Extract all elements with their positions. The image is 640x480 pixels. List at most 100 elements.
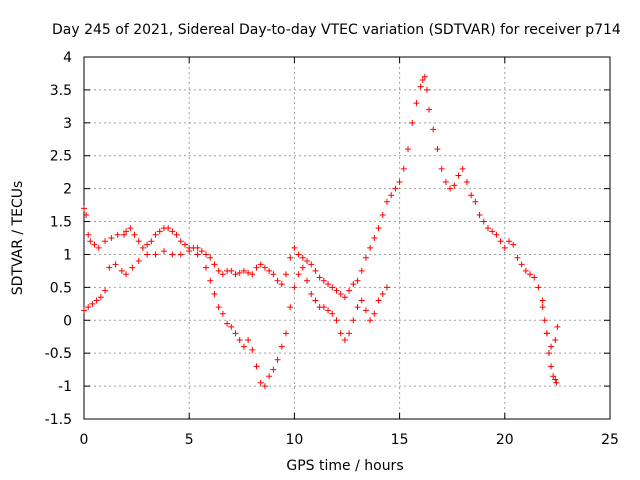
data-point-upper_trace	[236, 269, 243, 276]
data-point-upper_trace	[85, 231, 92, 238]
x-tick-label: 10	[285, 432, 303, 448]
data-point-end_drop	[543, 330, 550, 337]
data-point-lower_trace	[375, 297, 382, 304]
data-point-lower_trace	[232, 330, 239, 337]
data-point-upper_trace	[139, 244, 146, 251]
data-point-lower_trace	[219, 310, 226, 317]
data-point-upper_trace	[358, 267, 365, 274]
data-point-upper_trace	[383, 198, 390, 205]
data-point-upper_trace	[489, 228, 496, 235]
data-point-upper_trace	[400, 165, 407, 172]
data-point-upper_trace	[148, 238, 155, 245]
data-point-upper_trace	[379, 211, 386, 218]
data-point-upper_trace	[442, 179, 449, 186]
chart-title: Day 245 of 2021, Sidereal Day-to-day VTE…	[52, 22, 621, 38]
data-point-lower_trace	[97, 294, 104, 301]
data-point-upper_trace	[270, 271, 277, 278]
data-point-upper_trace	[308, 261, 315, 268]
x-tick-label: 20	[496, 432, 514, 448]
data-point-upper_trace	[198, 248, 205, 255]
data-point-lower_trace	[341, 337, 348, 344]
data-point-upper_trace	[299, 254, 306, 261]
data-point-lower_trace	[152, 251, 159, 258]
data-point-upper_trace	[497, 238, 504, 245]
data-point-end_drop	[553, 379, 560, 386]
data-point-upper_trace	[392, 185, 399, 192]
data-point-upper_trace	[396, 179, 403, 186]
y-tick-label: 1	[63, 247, 72, 263]
data-point-upper_trace	[215, 267, 222, 274]
data-point-upper_trace	[181, 241, 188, 248]
data-point-lower_trace	[383, 284, 390, 291]
data-point-upper_trace	[253, 264, 260, 271]
data-point-lower_trace	[211, 290, 218, 297]
data-point-upper_trace	[518, 261, 525, 268]
data-point-lower_trace	[224, 320, 231, 327]
x-tick-label: 0	[80, 432, 89, 448]
data-point-lower_trace	[371, 310, 378, 317]
data-point-lower_trace	[350, 317, 357, 324]
data-point-lower_trace	[266, 373, 273, 380]
data-point-upper_trace	[228, 267, 235, 274]
data-point-upper_trace	[510, 241, 517, 248]
data-point-lower_trace	[346, 330, 353, 337]
data-point-upper_trace	[468, 192, 475, 199]
data-point-upper_trace	[278, 281, 285, 288]
data-point-upper_trace	[375, 225, 382, 232]
data-point-upper_trace	[535, 284, 542, 291]
data-point-lower_trace	[295, 271, 302, 278]
data-point-lower_trace	[129, 264, 136, 271]
data-point-upper_trace	[123, 228, 130, 235]
data-point-upper_trace	[108, 235, 115, 241]
y-tick-label: -1.5	[45, 412, 72, 428]
data-point-upper_trace	[426, 106, 433, 113]
data-point-lower_trace	[81, 307, 87, 314]
data-point-upper_trace	[249, 271, 256, 278]
data-point-upper_trace	[240, 267, 247, 274]
data-point-lower_trace	[160, 248, 167, 255]
data-point-upper_trace	[114, 231, 121, 238]
y-tick-label: 1.5	[50, 215, 72, 231]
data-point-upper_trace	[295, 251, 302, 258]
data-point-upper_trace	[219, 271, 226, 278]
data-point-lower_trace	[362, 307, 369, 314]
data-point-lower_trace	[379, 290, 386, 297]
data-point-lower_trace	[186, 248, 193, 255]
data-point-upper_trace	[245, 269, 252, 276]
data-point-end_drop	[552, 376, 559, 383]
data-point-lower_trace	[169, 251, 176, 258]
plot-frame	[83, 56, 611, 420]
data-point-upper_trace	[131, 231, 138, 238]
data-point-lower_trace	[177, 251, 184, 258]
data-point-upper_trace	[274, 277, 281, 284]
data-point-upper_trace	[266, 267, 273, 274]
data-point-upper_trace	[87, 238, 94, 245]
data-point-upper_trace	[282, 271, 289, 278]
y-tick-label: 3.5	[50, 83, 72, 99]
x-tick-label: 5	[185, 432, 194, 448]
data-point-upper_trace	[493, 231, 500, 238]
y-tick-label: 2.5	[50, 149, 72, 165]
data-point-upper_trace	[506, 238, 513, 245]
data-point-upper_trace	[354, 277, 361, 284]
data-point-upper_trace	[83, 211, 90, 218]
data-point-lower_trace	[207, 277, 214, 284]
data-point-lower_trace	[102, 287, 109, 294]
data-point-upper_trace	[484, 225, 491, 232]
data-point-upper_trace	[316, 274, 323, 281]
data-point-upper_trace	[144, 241, 151, 248]
data-point-lower_trace	[123, 271, 130, 278]
data-point-upper_trace	[177, 238, 184, 245]
axis-ticks	[83, 56, 611, 420]
data-point-upper_trace	[417, 83, 424, 90]
data-point-upper_trace	[350, 281, 357, 288]
data-point-upper_trace	[346, 287, 353, 294]
data-point-upper_trace	[173, 231, 180, 238]
data-point-upper_trace	[257, 261, 264, 268]
y-tick-label: 3	[63, 116, 72, 132]
data-point-upper_trace	[127, 225, 134, 232]
y-tick-label: -1	[58, 379, 72, 395]
data-point-upper_trace	[438, 165, 445, 172]
data-point-upper_trace	[405, 146, 412, 153]
data-point-lower_trace	[320, 304, 327, 311]
